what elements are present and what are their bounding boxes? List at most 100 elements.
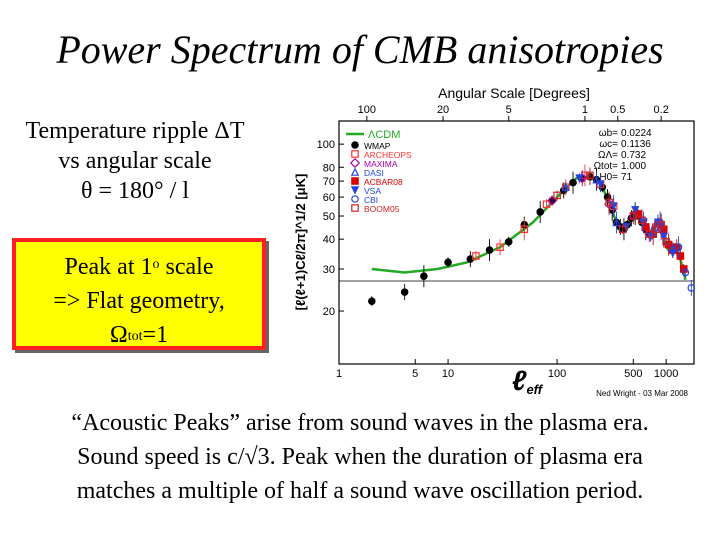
legend-label-wmap: WMAP (364, 141, 391, 151)
x-tick-label: 1 (336, 368, 342, 380)
peak-line-1-text: Peak at 1 (64, 254, 153, 280)
cbi-point (681, 268, 690, 277)
param-value: 0.0224 (621, 128, 652, 139)
degree-sup: o (152, 257, 160, 272)
left-line-2: vs angular scale (58, 148, 212, 174)
legend-swatch-vsa (350, 186, 360, 195)
bottom-line-2: Sound speed is c/√3. Peak when the durat… (77, 444, 643, 470)
param-label: ωb= (599, 128, 618, 139)
vsa-point (596, 180, 605, 189)
cbi-point (656, 218, 664, 227)
bottom-line-3: matches a multiple of half a sound wave … (76, 478, 644, 504)
x-tick-label: 1000 (654, 368, 678, 380)
y-tick-label: 40 (323, 234, 335, 246)
x-tick-label: 500 (624, 368, 642, 380)
cbi-point (674, 243, 683, 252)
wmap-point (420, 272, 428, 280)
x-axis-subscript: eff (526, 382, 543, 397)
power-spectrum-chart: Angular Scale [Degrees] 100 20 5 1 0.5 0.2 20… (293, 85, 696, 398)
peak-line-1: Peak at 1o scale (16, 250, 262, 284)
legend-swatch-wmap (351, 141, 359, 149)
x-axis-label: ℓeff (512, 365, 544, 397)
y-tick-label: 20 (323, 306, 335, 318)
top-tick-label: 1 (582, 104, 588, 116)
maxima-point (547, 195, 558, 206)
data-marks (368, 164, 696, 307)
dasi-point (561, 182, 570, 192)
cbi-point (668, 246, 677, 254)
top-tick-label: 0.2 (654, 104, 669, 116)
boom05-point (645, 230, 654, 238)
bottom-explanation: “Acoustic Peaks” arise from sound waves … (0, 406, 720, 508)
y-tick-label: 50 (323, 211, 335, 223)
boom05-point (638, 216, 646, 225)
chart-top-title: Angular Scale [Degrees] (438, 85, 590, 101)
peak-callout-box: Peak at 1o scale => Flat geometry, Ωtot=… (12, 238, 266, 350)
acbar08-point (679, 265, 688, 273)
legend-label-vsa: VSA (364, 186, 381, 196)
legend-label-acbar08: ACBAR08 (364, 177, 403, 187)
legend-swatch-archeops (351, 150, 359, 158)
legend-swatch-acbar08 (351, 177, 359, 185)
top-tick-label: 20 (437, 104, 449, 116)
x-tick-label: 5 (412, 368, 418, 380)
peak-line-1-tail: scale (159, 254, 214, 280)
x-tick-label: 10 (442, 368, 454, 380)
param-value: 0.732 (621, 150, 646, 161)
x-tick-label: 100 (548, 368, 566, 380)
model-curve-lcdm (371, 175, 687, 281)
wmap-point (569, 178, 577, 187)
param-label: H0= (599, 172, 618, 183)
legend-label-cbi: CBI (364, 195, 378, 205)
y-axis-label: [ℓ(ℓ+1)Cℓ/2π]^1/2 [μK] (293, 174, 308, 311)
y-tick-label: 60 (323, 192, 335, 204)
param-label: ωc= (599, 139, 618, 150)
legend-label-dasi: DASI (364, 168, 384, 178)
cbi-point (687, 284, 696, 292)
dasi-point (592, 175, 601, 184)
boom05-point (605, 198, 613, 207)
top-tick-label: 100 (358, 104, 376, 116)
legend-swatch-boom05 (351, 204, 359, 212)
legend-swatch-dasi (350, 167, 360, 176)
vsa-point (575, 174, 584, 183)
legend-label-boom05: BOOM05 (364, 204, 400, 214)
legend-swatch-cbi (351, 195, 359, 203)
archeops-point (520, 225, 529, 234)
top-tick-label: 0.5 (610, 104, 625, 116)
y-tick-label: 30 (323, 264, 335, 276)
legend-label-lcdm: ΛCDM (368, 129, 400, 141)
param-label: ΩΛ= (598, 150, 618, 161)
wmap-point (504, 237, 513, 246)
dasi-point (612, 217, 621, 227)
slide-title: Power Spectrum of CMB anisotropies (56, 27, 664, 72)
x-axis-ticks: 1 5 10 100 500 1000 (336, 359, 678, 380)
acbar08-point (676, 252, 685, 260)
archeops-point (496, 243, 504, 252)
archeops-point (542, 200, 551, 209)
left-line-3: θ = 180° / l (81, 178, 189, 204)
archeops-point (472, 252, 480, 260)
left-description: Temperature ripple ΔT vs angular scale θ… (4, 116, 266, 206)
param-label: Ωtot= (594, 161, 619, 172)
x-axis-symbol: ℓ (512, 365, 527, 396)
y-axis-ticks: 20 30 40 50 60 70 80 100 (317, 139, 344, 318)
wmap-point (368, 297, 376, 305)
acbar08-point (634, 210, 642, 218)
param-value: 1.000 (621, 161, 646, 172)
boom05-point (662, 237, 670, 246)
y-tick-label: 80 (323, 162, 335, 174)
boom05-point (586, 171, 594, 180)
omega-subscript: tot (127, 329, 143, 344)
top-tick-label: 5 (506, 104, 512, 116)
boom05-point (553, 191, 561, 200)
legend-swatch-maxima (349, 157, 361, 169)
chart-legend: ΛCDMWMAPARCHEOPSMAXIMADASIACBAR08VSACBIB… (346, 129, 412, 214)
legend-label-archeops: ARCHEOPS (364, 150, 412, 160)
boom05-point (657, 220, 665, 229)
top-axis-ticks: 100 20 5 1 0.5 0.2 (358, 104, 669, 121)
boom05-point (651, 225, 660, 234)
wmap-point (444, 258, 452, 267)
boom05-point (629, 212, 638, 220)
